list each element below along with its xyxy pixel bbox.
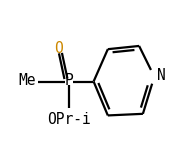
Text: O: O — [54, 41, 63, 56]
Text: P: P — [65, 73, 73, 88]
Text: N: N — [157, 67, 166, 82]
Text: OPr-i: OPr-i — [47, 112, 91, 127]
Text: Me: Me — [18, 73, 36, 88]
